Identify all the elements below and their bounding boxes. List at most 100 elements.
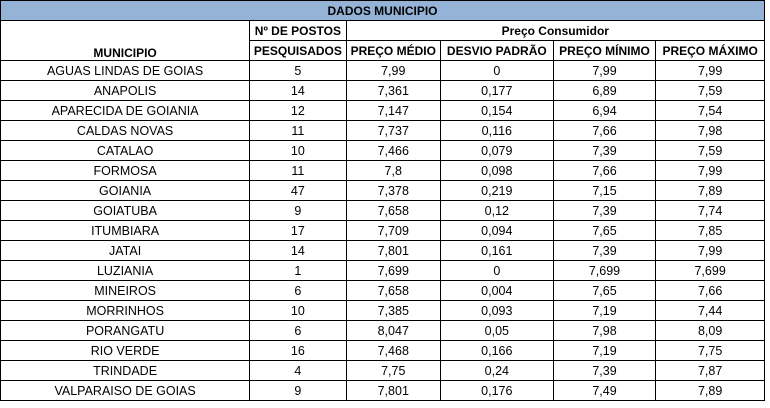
cell-preco-minimo: 7,65 bbox=[552, 280, 657, 301]
cell-postos: 14 bbox=[249, 240, 347, 261]
table-row: RIO VERDE 16 7,468 0,166 7,19 7,75 bbox=[0, 340, 765, 361]
cell-preco-minimo: 6,89 bbox=[552, 80, 657, 101]
cell-desvio-padrao: 0,161 bbox=[439, 240, 554, 261]
cell-postos: 10 bbox=[249, 140, 347, 161]
table-row: PORANGATU 6 8,047 0,05 7,98 8,09 bbox=[0, 320, 765, 341]
cell-desvio-padrao: 0,093 bbox=[439, 300, 554, 321]
cell-preco-medio: 7,378 bbox=[345, 180, 441, 201]
cell-preco-minimo: 7,39 bbox=[552, 360, 657, 381]
cell-preco-minimo: 7,66 bbox=[552, 120, 657, 141]
table-row: ANAPOLIS 14 7,361 0,177 6,89 7,59 bbox=[0, 80, 765, 101]
cell-municipio: GOIANIA bbox=[0, 180, 251, 201]
cell-postos: 12 bbox=[249, 100, 347, 121]
cell-desvio-padrao: 0,05 bbox=[439, 320, 554, 341]
table-row: TRINDADE 4 7,75 0,24 7,39 7,87 bbox=[0, 360, 765, 381]
cell-postos: 47 bbox=[249, 180, 347, 201]
cell-preco-medio: 7,658 bbox=[345, 200, 441, 221]
cell-preco-maximo: 7,699 bbox=[655, 260, 765, 281]
cell-municipio: FORMOSA bbox=[0, 160, 251, 181]
table-row: CATALAO 10 7,466 0,079 7,39 7,59 bbox=[0, 140, 765, 161]
table-row: MORRINHOS 10 7,385 0,093 7,19 7,44 bbox=[0, 300, 765, 321]
cell-preco-minimo: 7,98 bbox=[552, 320, 657, 341]
cell-preco-minimo: 7,39 bbox=[552, 140, 657, 161]
cell-municipio: MORRINHOS bbox=[0, 300, 251, 321]
cell-preco-maximo: 7,54 bbox=[655, 100, 765, 121]
cell-municipio: ANAPOLIS bbox=[0, 80, 251, 101]
cell-preco-maximo: 7,89 bbox=[655, 180, 765, 201]
cell-preco-maximo: 7,59 bbox=[655, 80, 765, 101]
cell-desvio-padrao: 0,094 bbox=[439, 220, 554, 241]
cell-preco-minimo: 7,39 bbox=[552, 240, 657, 261]
cell-preco-minimo: 7,65 bbox=[552, 220, 657, 241]
header-desvio-padrao: DESVIO PADRÃO bbox=[439, 40, 554, 61]
cell-municipio: MINEIROS bbox=[0, 280, 251, 301]
cell-desvio-padrao: 0,176 bbox=[439, 380, 554, 401]
cell-desvio-padrao: 0,098 bbox=[439, 160, 554, 181]
cell-preco-minimo: 7,49 bbox=[552, 380, 657, 401]
cell-preco-maximo: 7,75 bbox=[655, 340, 765, 361]
cell-municipio: CALDAS NOVAS bbox=[0, 120, 251, 141]
cell-preco-minimo: 7,15 bbox=[552, 180, 657, 201]
cell-preco-minimo: 6,94 bbox=[552, 100, 657, 121]
price-table: DADOS MUNICIPIO MUNICIPIO Nº DE POSTOS P… bbox=[0, 0, 766, 401]
cell-municipio: LUZIANIA bbox=[0, 260, 251, 281]
cell-preco-medio: 8,047 bbox=[345, 320, 441, 341]
cell-preco-medio: 7,466 bbox=[345, 140, 441, 161]
cell-preco-minimo: 7,39 bbox=[552, 200, 657, 221]
header-postos-line2: PESQUISADOS bbox=[249, 40, 347, 61]
cell-desvio-padrao: 0,004 bbox=[439, 280, 554, 301]
cell-postos: 16 bbox=[249, 340, 347, 361]
cell-desvio-padrao: 0,154 bbox=[439, 100, 554, 121]
cell-municipio: TRINDADE bbox=[0, 360, 251, 381]
cell-preco-minimo: 7,99 bbox=[552, 60, 657, 81]
cell-preco-maximo: 7,85 bbox=[655, 220, 765, 241]
table-body: AGUAS LINDAS DE GOIAS 5 7,99 0 7,99 7,99 ANAPO… bbox=[0, 60, 765, 401]
table-row: VALPARAISO DE GOIAS 9 7,801 0,176 7,49 7,89 bbox=[0, 380, 765, 401]
cell-postos: 14 bbox=[249, 80, 347, 101]
cell-preco-medio: 7,699 bbox=[345, 260, 441, 281]
cell-preco-medio: 7,737 bbox=[345, 120, 441, 141]
cell-municipio: APARECIDA DE GOIANIA bbox=[0, 100, 251, 121]
header-preco-medio: PREÇO MÉDIO bbox=[345, 40, 441, 61]
cell-postos: 9 bbox=[249, 200, 347, 221]
cell-postos: 6 bbox=[249, 280, 347, 301]
cell-municipio: ITUMBIARA bbox=[0, 220, 251, 241]
cell-preco-maximo: 7,74 bbox=[655, 200, 765, 221]
cell-preco-medio: 7,75 bbox=[345, 360, 441, 381]
header-preco-minimo: PREÇO MÍNIMO bbox=[552, 40, 657, 61]
cell-desvio-padrao: 0,177 bbox=[439, 80, 554, 101]
cell-municipio: CATALAO bbox=[0, 140, 251, 161]
cell-preco-maximo: 7,59 bbox=[655, 140, 765, 161]
cell-preco-medio: 7,658 bbox=[345, 280, 441, 301]
cell-postos: 9 bbox=[249, 380, 347, 401]
cell-preco-maximo: 7,89 bbox=[655, 380, 765, 401]
cell-preco-minimo: 7,19 bbox=[552, 300, 657, 321]
table-row: FORMOSA 11 7,8 0,098 7,66 7,99 bbox=[0, 160, 765, 181]
cell-postos: 1 bbox=[249, 260, 347, 281]
cell-preco-minimo: 7,19 bbox=[552, 340, 657, 361]
cell-postos: 17 bbox=[249, 220, 347, 241]
cell-preco-minimo: 7,66 bbox=[552, 160, 657, 181]
cell-postos: 4 bbox=[249, 360, 347, 381]
cell-preco-medio: 7,147 bbox=[345, 100, 441, 121]
cell-preco-maximo: 8,09 bbox=[655, 320, 765, 341]
table-title: DADOS MUNICIPIO bbox=[0, 0, 765, 21]
cell-preco-minimo: 7,699 bbox=[552, 260, 657, 281]
table-row: AGUAS LINDAS DE GOIAS 5 7,99 0 7,99 7,99 bbox=[0, 60, 765, 81]
header-group-preco-consumidor: Preço Consumidor bbox=[345, 20, 766, 41]
table-row: GOIATUBA 9 7,658 0,12 7,39 7,74 bbox=[0, 200, 765, 221]
cell-desvio-padrao: 0,079 bbox=[439, 140, 554, 161]
cell-postos: 10 bbox=[249, 300, 347, 321]
cell-desvio-padrao: 0 bbox=[439, 260, 554, 281]
cell-preco-medio: 7,468 bbox=[345, 340, 441, 361]
table-row: GOIANIA 47 7,378 0,219 7,15 7,89 bbox=[0, 180, 765, 201]
cell-preco-medio: 7,99 bbox=[345, 60, 441, 81]
cell-municipio: VALPARAISO DE GOIAS bbox=[0, 380, 251, 401]
cell-postos: 5 bbox=[249, 60, 347, 81]
cell-preco-medio: 7,709 bbox=[345, 220, 441, 241]
cell-preco-maximo: 7,66 bbox=[655, 280, 765, 301]
table-row: CALDAS NOVAS 11 7,737 0,116 7,66 7,98 bbox=[0, 120, 765, 141]
cell-preco-medio: 7,8 bbox=[345, 160, 441, 181]
cell-desvio-padrao: 0,12 bbox=[439, 200, 554, 221]
